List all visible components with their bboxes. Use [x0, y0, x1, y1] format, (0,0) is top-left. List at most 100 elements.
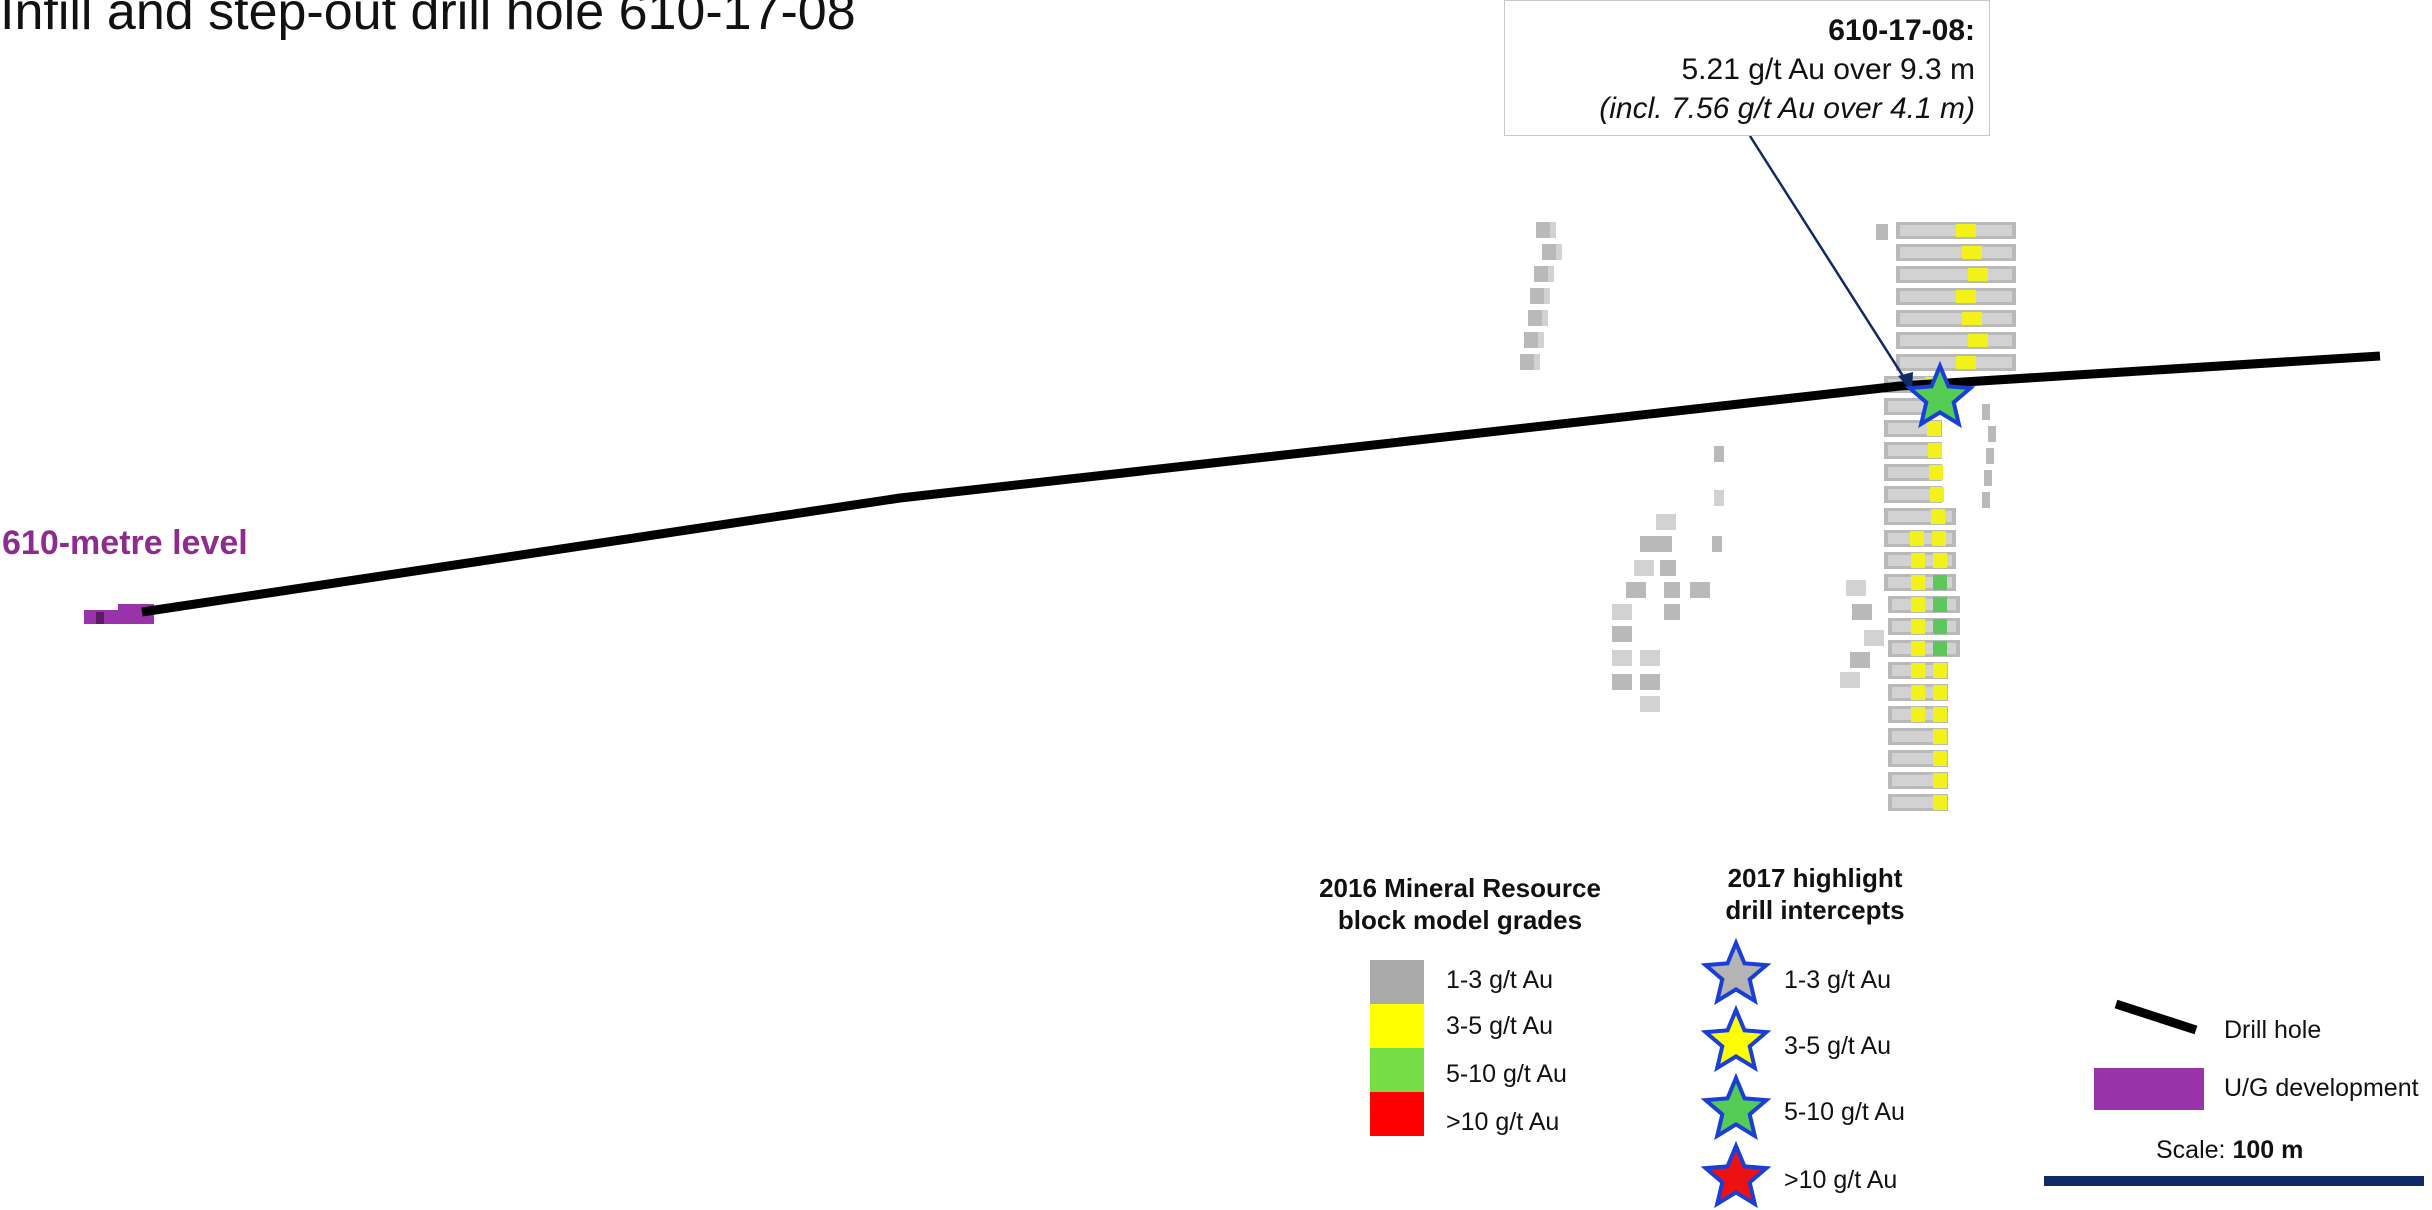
block-cell [1888, 445, 1938, 456]
block-cell [1932, 531, 1946, 546]
intercept-callout: 610-17-08: 5.21 g/t Au over 9.3 m (incl.… [1504, 0, 1990, 136]
block-cell [1892, 753, 1944, 764]
block-cell [1544, 288, 1550, 304]
block-cell [1911, 619, 1925, 634]
block-legend-label-1: 1-3 g/t Au [1446, 966, 1554, 994]
callout-including: (incl. 7.56 g/t Au over 4.1 m) [1599, 92, 1975, 125]
block-cell [1640, 650, 1660, 666]
block-cell [1911, 663, 1925, 678]
block-cell [1982, 492, 1990, 508]
scale-prefix: Scale: [2156, 1136, 2226, 1164]
intercept-legend-label-4: >10 g/t Au [1784, 1166, 1898, 1194]
drill-hole-legend-icon [2114, 999, 2198, 1035]
block-cell [1612, 650, 1632, 666]
block-cell [1929, 465, 1943, 480]
block-cell [1900, 335, 2012, 346]
legend-star-icon-1 [1700, 937, 1772, 1006]
block-cell [1714, 490, 1724, 506]
block-cell [1864, 630, 1884, 646]
block-cell [1640, 696, 1660, 712]
block-cell [1712, 536, 1722, 552]
block-cell [1846, 580, 1866, 596]
block-cell [1933, 663, 1947, 678]
block-cell [1556, 244, 1562, 260]
drill-hole-trace [141, 351, 2381, 617]
ug-development-legend-label: U/G development [2224, 1074, 2419, 1102]
block-cell [1536, 222, 1550, 238]
block-cell [1956, 290, 1976, 303]
block-cell [1900, 313, 2012, 324]
block-cell [1931, 509, 1945, 524]
block-cell [1910, 531, 1924, 546]
block-cell [1968, 334, 1988, 347]
block-cell [1933, 597, 1947, 612]
callout-leader [1748, 135, 1910, 385]
block-cell [1892, 775, 1944, 786]
block-cell [1933, 685, 1947, 700]
block-cell [1664, 582, 1680, 598]
block-cell [1850, 652, 1870, 668]
block-cell [1927, 421, 1941, 436]
ug-development-legend-icon [2094, 1068, 2204, 1110]
block-cell [1911, 553, 1925, 568]
block-cell [1840, 672, 1860, 688]
block-cell [1852, 604, 1872, 620]
block-cell [1538, 332, 1544, 348]
block-cell [1900, 247, 2012, 258]
block-cell [1986, 448, 1994, 464]
block-cell [1612, 604, 1632, 620]
block-cell [1550, 222, 1556, 238]
intercept-legend-label-3: 5-10 g/t Au [1784, 1098, 1905, 1126]
block-cell [1968, 268, 1988, 281]
block-cell [1956, 356, 1976, 369]
callout-intercept: 5.21 g/t Au over 9.3 m [1681, 53, 1975, 86]
intercept-legend-stars [1700, 937, 1772, 1209]
block-cell [1876, 224, 1888, 240]
legend-star-icon-3 [1700, 1072, 1772, 1141]
block-cell [1542, 310, 1548, 326]
block-cell [1933, 641, 1947, 656]
block-model [1520, 222, 2016, 811]
highlight-star [1904, 360, 1976, 429]
block-cell [1612, 626, 1632, 642]
block-cell [1933, 795, 1947, 810]
intercept-star-icon [1904, 360, 1976, 429]
block-cell [1888, 489, 1938, 500]
block-cell [1714, 446, 1724, 462]
block-cell [1634, 560, 1654, 576]
block-swatch-4 [1370, 1092, 1424, 1136]
block-legend-title: 2016 Mineral Resource block model grades [1319, 873, 1601, 935]
block-cell [1660, 560, 1676, 576]
scale-bar [2044, 1176, 2424, 1186]
block-cell [1656, 536, 1672, 552]
block-cell [1933, 575, 1947, 590]
block-cell [1956, 224, 1976, 237]
intercept-legend-title: 2017 highlight drill intercepts [1725, 863, 1905, 925]
block-cell [1542, 244, 1556, 260]
block-cell [1892, 797, 1944, 808]
page-title: Infill and step-out drill hole 610-17-08 [0, 0, 856, 41]
block-cell [1530, 288, 1544, 304]
scale-value: 100 m [2232, 1136, 2304, 1164]
block-cell [1911, 597, 1925, 612]
block-cell [1962, 246, 1982, 259]
block-cell [1656, 514, 1676, 530]
block-swatch-3 [1370, 1048, 1424, 1092]
block-cell [1984, 470, 1992, 486]
block-cell [1911, 707, 1925, 722]
block-cell [1690, 582, 1710, 598]
block-cell [1664, 604, 1680, 620]
block-cell [1911, 575, 1925, 590]
block-cell [1534, 354, 1540, 370]
block-cell [1930, 487, 1944, 502]
block-cell [1640, 536, 1660, 552]
block-cell [1888, 423, 1938, 434]
block-cell [1520, 354, 1534, 370]
block-cell [1911, 641, 1925, 656]
block-cell [1524, 332, 1538, 348]
block-legend-label-4: >10 g/t Au [1446, 1108, 1560, 1136]
drill-hole-legend-label: Drill hole [2224, 1016, 2322, 1044]
block-cell [1933, 619, 1947, 634]
block-cell [1534, 266, 1548, 282]
